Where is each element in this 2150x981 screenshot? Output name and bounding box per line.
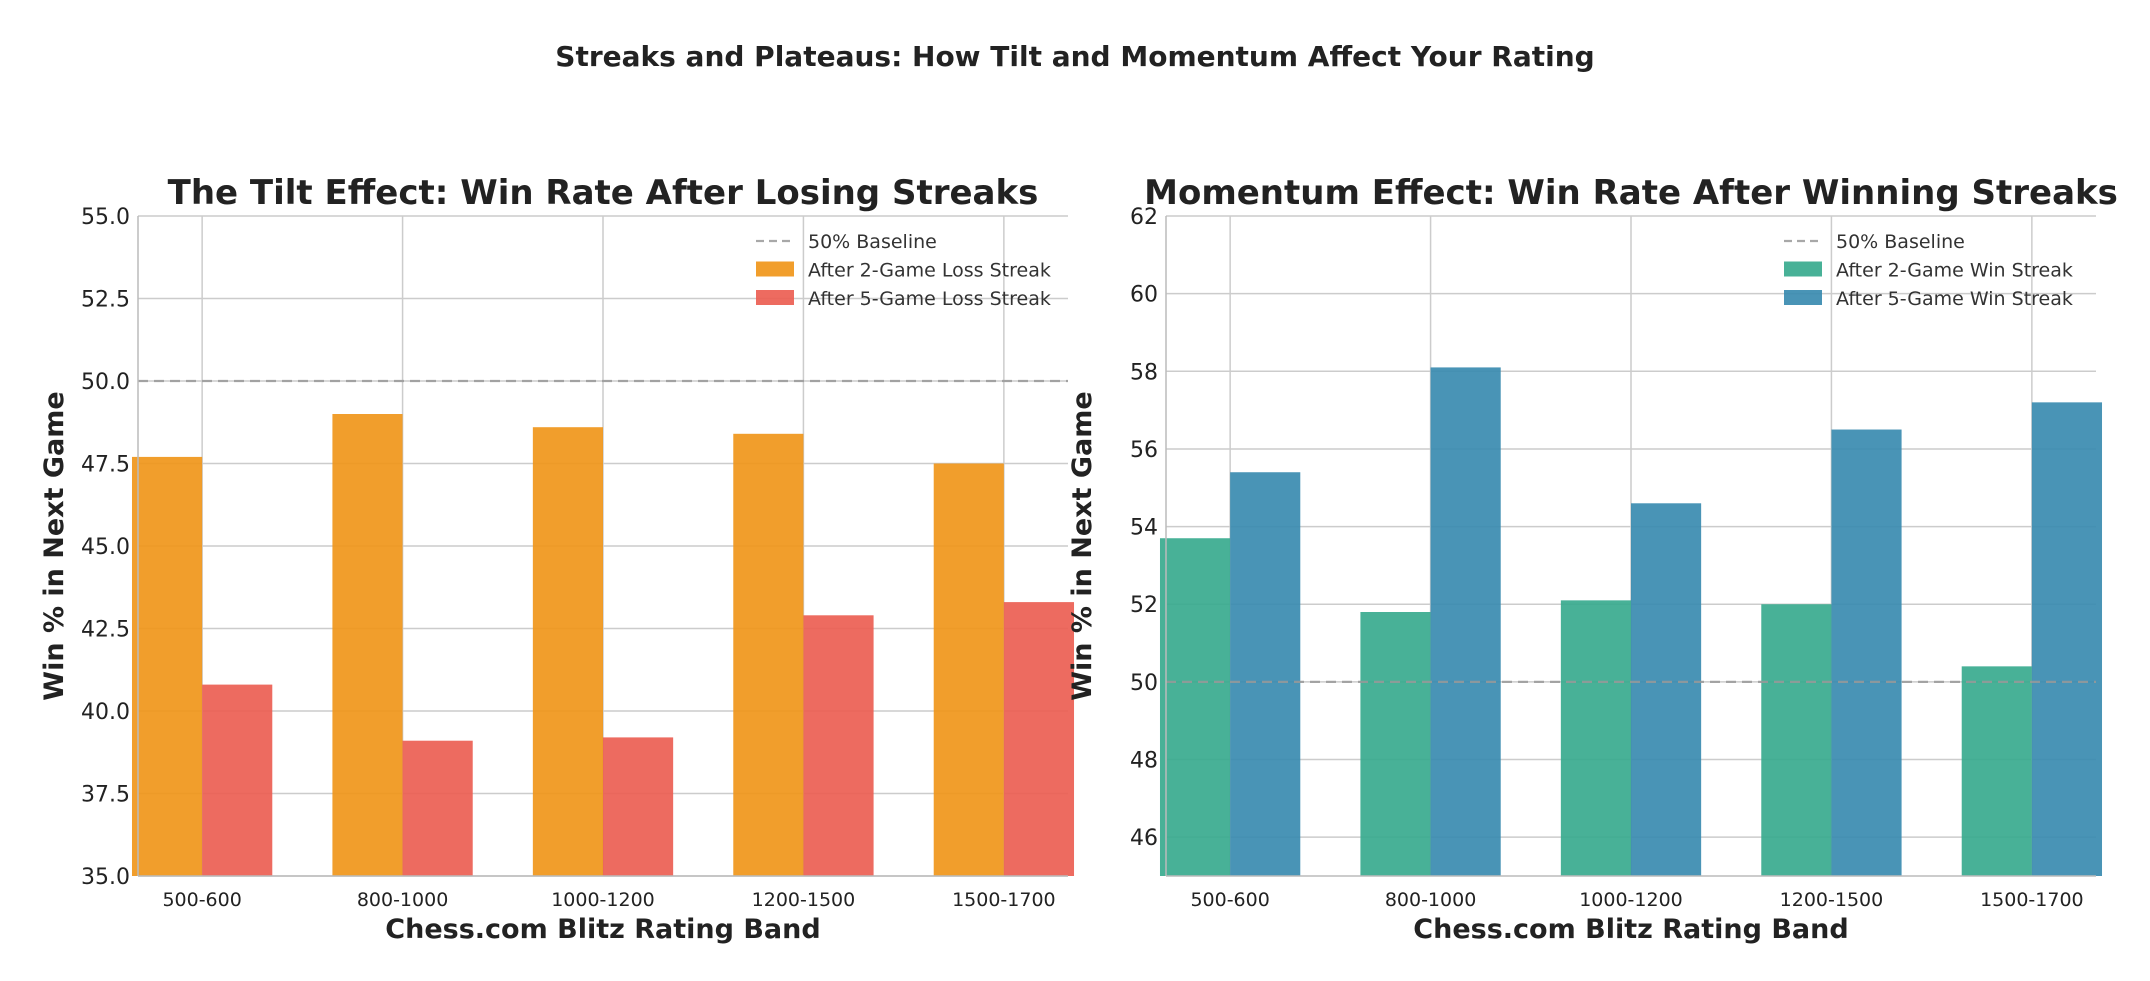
chart-title: Momentum Effect: Win Rate After Winning …: [1144, 173, 2118, 213]
y-tick-label: 42.5: [81, 618, 130, 643]
x-tick-label: 1200-1500: [752, 889, 856, 911]
x-tick-label: 1000-1200: [1579, 889, 1683, 911]
legend-baseline-label: 50% Baseline: [808, 231, 937, 253]
y-tick-label: 60: [1130, 283, 1158, 308]
bar-1500-1700-series-1: [1961, 666, 2032, 876]
y-tick-label: 52: [1130, 593, 1158, 618]
bar-800-1000-series-2: [1430, 367, 1501, 876]
bar-500-600-series-2: [202, 684, 273, 876]
bar-1000-1200-series-2: [603, 737, 674, 876]
legend-swatch-series-1: [1784, 261, 1822, 277]
y-tick-label: 62: [1130, 205, 1158, 230]
bar-500-600-series-1: [1159, 538, 1231, 876]
bar-1200-1500-series-1: [733, 433, 804, 876]
y-tick-label: 50.0: [81, 370, 130, 395]
y-tick-label: 46: [1130, 826, 1158, 851]
legend-swatch-series-2: [1784, 290, 1822, 305]
legend-baseline-label: 50% Baseline: [1836, 231, 1965, 253]
x-tick-label: 500-600: [1190, 889, 1269, 911]
chart-panel-2: 46 48 50 52 54 56 58 60 62 500-600 800-1000 1000-12…: [1067, 173, 2118, 945]
y-tick-label: 47.5: [81, 453, 130, 478]
bar-1200-1500-series-2: [1831, 429, 1902, 876]
y-axis-label: Win % in Next Game: [39, 391, 70, 700]
y-tick-label: 35.0: [81, 865, 130, 890]
y-tick-label: 48: [1130, 749, 1158, 774]
bar-500-600-series-2: [1230, 472, 1301, 876]
legend-swatch-series-2: [756, 290, 794, 305]
legend-swatch-series-1: [756, 261, 794, 277]
bar-1500-1700-series-2: [2031, 402, 2103, 876]
legend: 50% Baseline After 2-Game Loss Streak Afte…: [756, 231, 1051, 310]
x-tick-label: 800-1000: [357, 889, 448, 911]
y-tick-label: 56: [1130, 438, 1158, 463]
x-tick-label: 800-1000: [1385, 889, 1476, 911]
y-axis-label: Win % in Next Game: [1067, 391, 1098, 700]
bar-800-1000-series-2: [402, 740, 473, 876]
x-tick-label: 1500-1700: [952, 889, 1056, 911]
legend-label-series-1: After 2-Game Win Streak: [1836, 260, 2073, 282]
bar-1500-1700-series-1: [933, 463, 1004, 876]
y-tick-label: 58: [1130, 360, 1158, 385]
legend-label-series-2: After 5-Game Loss Streak: [808, 288, 1051, 310]
y-tick-label: 50: [1130, 671, 1158, 696]
x-tick-label: 500-600: [162, 889, 241, 911]
y-tick-label: 40.0: [81, 700, 130, 725]
x-tick-label: 1200-1500: [1780, 889, 1884, 911]
chart-panel-1: 35.0 37.5 40.0 42.5 45.0 47.5 50.0 52.5 55.0 500-…: [39, 173, 1075, 945]
y-tick-label: 55.0: [81, 205, 130, 230]
bar-500-600-series-1: [131, 456, 203, 876]
x-axis-label: Chess.com Blitz Rating Band: [1413, 914, 1848, 945]
bar-800-1000-series-1: [1360, 612, 1431, 876]
y-tick-label: 54: [1130, 516, 1158, 541]
bar-1000-1200-series-1: [1560, 600, 1631, 876]
x-tick-label: 1500-1700: [1980, 889, 2084, 911]
bar-800-1000-series-1: [332, 414, 403, 876]
x-axis-label: Chess.com Blitz Rating Band: [385, 914, 820, 945]
legend-label-series-2: After 5-Game Win Streak: [1836, 288, 2073, 310]
figure-title: Streaks and Plateaus: How Tilt and Momen…: [555, 40, 1594, 73]
legend-label-series-1: After 2-Game Loss Streak: [808, 260, 1051, 282]
bar-1200-1500-series-1: [1761, 604, 1832, 876]
y-tick-label: 37.5: [81, 783, 130, 808]
bar-1200-1500-series-2: [803, 615, 874, 876]
x-tick-label: 1000-1200: [551, 889, 655, 911]
bar-1500-1700-series-2: [1003, 602, 1075, 876]
chart-title: The Tilt Effect: Win Rate After Losing S…: [168, 173, 1039, 213]
bar-1000-1200-series-2: [1631, 503, 1702, 876]
y-tick-label: 52.5: [81, 288, 130, 313]
bar-1000-1200-series-1: [532, 427, 603, 876]
legend: 50% Baseline After 2-Game Win Streak After…: [1784, 231, 2073, 310]
y-tick-label: 45.0: [81, 535, 130, 560]
